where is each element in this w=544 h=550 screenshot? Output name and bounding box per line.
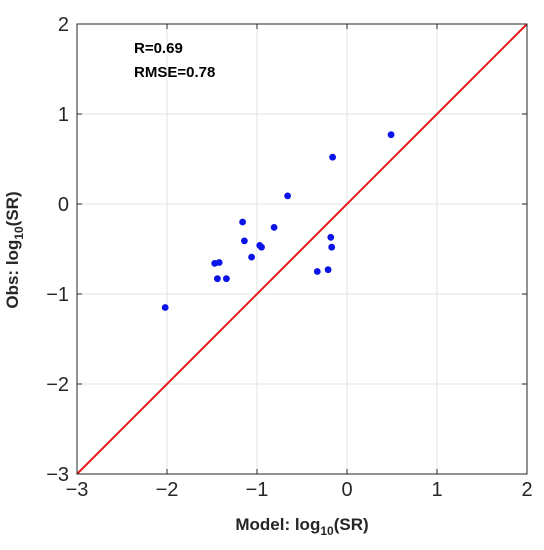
y-axis-title-suffix: (SR) [3, 191, 22, 226]
x-axis-title-prefix: Model: log [235, 515, 320, 534]
data-point [241, 237, 248, 245]
data-point [223, 275, 230, 283]
rmse-annotation: RMSE=0.78 [134, 64, 215, 81]
y-axis-title-subscript: 10 [12, 226, 26, 240]
plot-frame [76, 23, 528, 475]
y-tick-label: −2 [46, 374, 69, 396]
y-axis-title-prefix: Obs: log [3, 240, 22, 309]
data-point [313, 268, 321, 275]
data-point [215, 259, 223, 266]
data-point [387, 131, 395, 139]
data-point [258, 243, 265, 251]
y-axis-title-group: Obs: log10(SR) [3, 191, 26, 308]
x-tick-label: 2 [521, 479, 532, 501]
x-tick-label: −3 [66, 479, 89, 501]
x-tick-label: 1 [431, 479, 442, 501]
data-point [214, 275, 221, 283]
data-point [329, 153, 336, 161]
y-tick-label: −1 [46, 284, 69, 306]
x-tick-label: −2 [156, 479, 179, 501]
data-points [161, 131, 395, 311]
data-point [248, 253, 256, 261]
y-ticks: −3 −2 −1 0 1 2 [46, 14, 527, 486]
r-annotation: R=0.69 [134, 40, 183, 57]
data-point [284, 192, 291, 200]
data-point [239, 218, 247, 226]
data-point [161, 304, 169, 311]
data-point [270, 224, 278, 231]
y-axis-title: Obs: log10(SR) [3, 191, 26, 308]
x-axis-title-suffix: (SR) [334, 515, 369, 534]
y-tick-label: 1 [58, 104, 69, 126]
x-ticks: −3 −2 −1 0 1 2 [66, 24, 533, 501]
x-tick-label: 0 [341, 479, 352, 501]
y-tick-label: 2 [58, 14, 69, 36]
x-axis-title-subscript: 10 [320, 524, 334, 538]
one-to-one-line [76, 23, 528, 475]
data-point [324, 266, 332, 274]
x-axis-title: Model: log10(SR) [235, 515, 368, 538]
x-tick-label: −1 [246, 479, 269, 501]
data-point [327, 233, 335, 241]
data-point [328, 243, 336, 251]
y-tick-label: −3 [46, 464, 69, 486]
y-tick-label: 0 [58, 194, 69, 216]
